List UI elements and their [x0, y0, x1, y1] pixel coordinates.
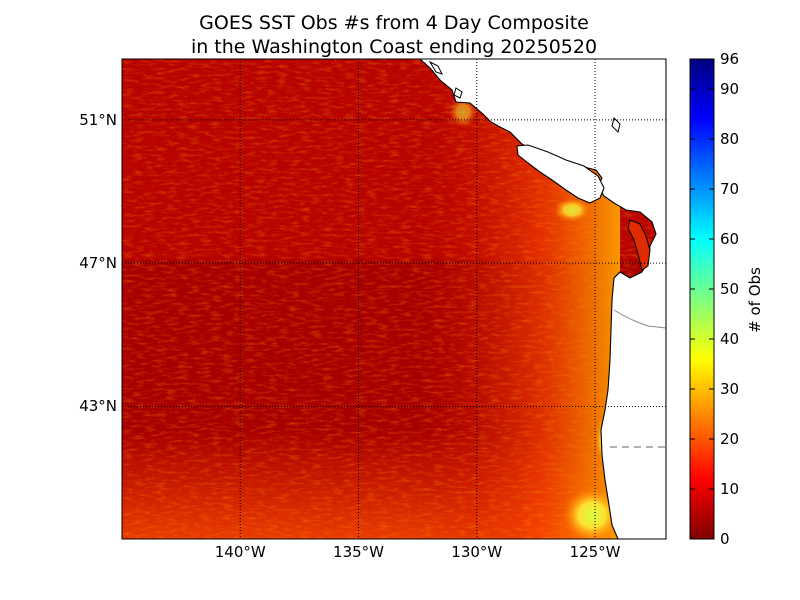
columbia-river [613, 309, 666, 329]
colorbar-tick-label: 40 [720, 330, 740, 348]
colorbar-tick-label: 30 [720, 380, 740, 398]
colorbar-tick-label: 60 [720, 230, 740, 248]
high-obs-spot-south [562, 487, 622, 539]
colorbar-tick-label: 50 [720, 280, 740, 298]
lon-tick-label: 130°W [451, 543, 503, 561]
colorbar-tick-label: 10 [720, 480, 740, 498]
lon-tick-label: 135°W [333, 543, 384, 561]
lat-tick-label: 47°N [79, 254, 117, 273]
lon-tick-label: 140°W [214, 543, 266, 561]
colorbar-title: # of Obs [746, 267, 764, 333]
lat-tick-label: 51°N [79, 110, 117, 129]
chart-title-line-2: in the Washington Coast ending 20250520 [190, 36, 598, 58]
colorbar-tick-label: 96 [720, 50, 740, 68]
land-islands-north [428, 60, 621, 133]
high-obs-spot-strait [554, 198, 590, 222]
colorbar-tick-label: 90 [720, 80, 740, 98]
map-frame [121, 58, 667, 540]
colorbar [689, 58, 715, 540]
map-area [122, 59, 666, 539]
colorbar-ticks [690, 58, 714, 540]
colorbar-tick-label: 70 [720, 180, 740, 198]
colorbar-tick-label: 0 [720, 530, 730, 548]
lon-tick-label: 125°W [569, 543, 621, 561]
colorbar-tick-label: 80 [720, 130, 740, 148]
graticule [122, 59, 666, 539]
land-mainland [419, 59, 666, 539]
water-puget-sound [627, 219, 651, 271]
lat-tick-label: 43°N [79, 397, 117, 416]
colorbar-tick-label: 20 [720, 430, 740, 448]
chart-title-line-1: GOES SST Obs #s from 4 Day Composite [199, 12, 589, 34]
